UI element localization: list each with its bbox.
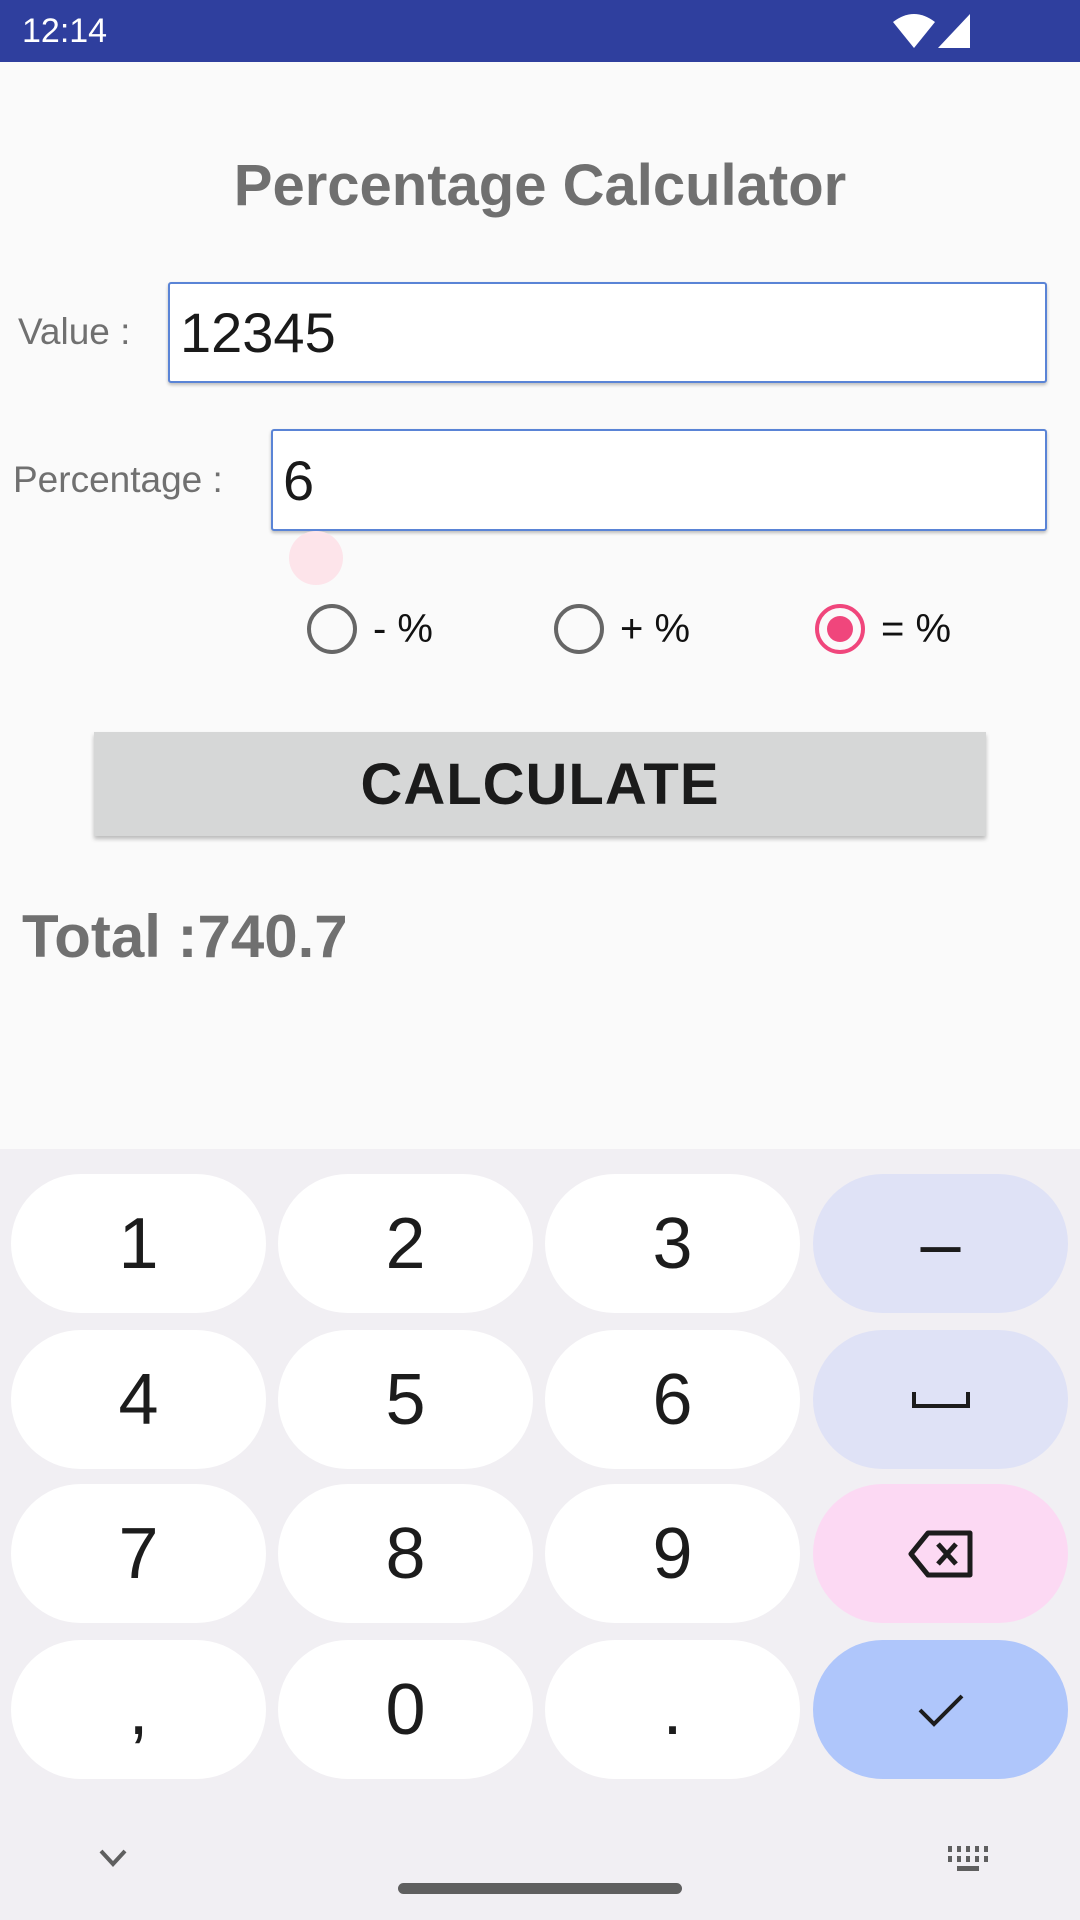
key-0[interactable]: 0	[278, 1640, 533, 1779]
key-backspace[interactable]	[813, 1484, 1068, 1623]
value-label: Value :	[18, 311, 131, 352]
wifi-icon	[893, 14, 935, 48]
radio-button[interactable]	[307, 604, 357, 654]
key-label: 5	[385, 1359, 426, 1440]
key-label: 9	[652, 1513, 693, 1594]
backspace-icon	[908, 1530, 972, 1577]
radio-label: - %	[373, 606, 433, 651]
check-icon	[918, 1694, 963, 1727]
key-minus[interactable]: –	[813, 1174, 1068, 1313]
key-period[interactable]: .	[545, 1640, 800, 1779]
key-label: –	[920, 1203, 961, 1284]
key-label: 4	[118, 1359, 159, 1440]
touch-ripple	[289, 531, 343, 585]
key-label: 0	[385, 1669, 426, 1750]
space-icon	[911, 1391, 970, 1408]
radio-equals[interactable]: = %	[815, 604, 951, 654]
key-2[interactable]: 2	[278, 1174, 533, 1313]
key-8[interactable]: 8	[278, 1484, 533, 1623]
key-4[interactable]: 4	[11, 1330, 266, 1469]
key-3[interactable]: 3	[545, 1174, 800, 1313]
key-label: 3	[652, 1203, 693, 1284]
key-7[interactable]: 7	[11, 1484, 266, 1623]
radio-minus[interactable]: - %	[307, 604, 433, 654]
chevron-down-icon[interactable]	[98, 1848, 128, 1868]
key-label: ,	[128, 1669, 149, 1750]
key-5[interactable]: 5	[278, 1330, 533, 1469]
key-9[interactable]: 9	[545, 1484, 800, 1623]
percentage-input[interactable]: 6	[271, 429, 1047, 531]
radio-label: + %	[620, 606, 691, 651]
radio-button-selected[interactable]	[815, 604, 865, 654]
key-done[interactable]	[813, 1640, 1068, 1779]
total-result: Total :740.7	[22, 903, 348, 970]
radio-button[interactable]	[554, 604, 604, 654]
key-label: 6	[652, 1359, 693, 1440]
key-1[interactable]: 1	[11, 1174, 266, 1313]
signal-icon	[938, 14, 970, 48]
key-label: 7	[118, 1513, 159, 1594]
key-label: 8	[385, 1513, 426, 1594]
calculate-button[interactable]: CALCULATE	[94, 732, 986, 836]
key-comma[interactable]: ,	[11, 1640, 266, 1779]
key-label: 2	[385, 1203, 426, 1284]
percentage-label: Percentage :	[13, 459, 223, 500]
page-title: Percentage Calculator	[233, 153, 847, 218]
status-bar: 12:14	[0, 0, 1080, 62]
status-time: 12:14	[22, 12, 108, 50]
radio-plus[interactable]: + %	[554, 604, 690, 654]
value-input[interactable]: 12345	[168, 282, 1047, 383]
key-label: .	[662, 1669, 683, 1750]
key-space[interactable]	[813, 1330, 1068, 1469]
key-6[interactable]: 6	[545, 1330, 800, 1469]
keyboard-icon[interactable]	[946, 1846, 990, 1880]
key-label: 1	[118, 1203, 159, 1284]
radio-label: = %	[881, 606, 952, 651]
home-indicator[interactable]	[398, 1883, 682, 1894]
